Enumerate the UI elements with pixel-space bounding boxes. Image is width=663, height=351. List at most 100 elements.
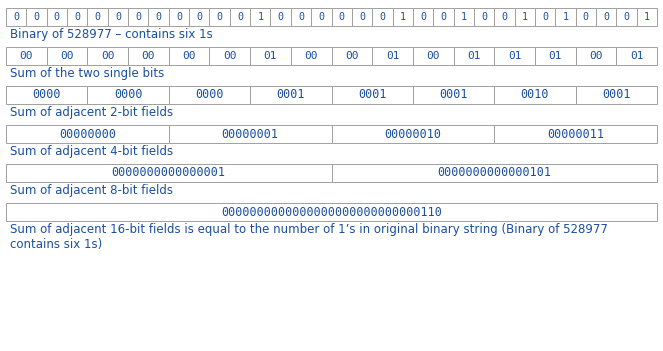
Bar <box>88 47 128 65</box>
Text: 0: 0 <box>115 12 121 22</box>
Bar <box>149 8 169 26</box>
Text: 0001: 0001 <box>602 88 631 101</box>
Bar <box>494 86 575 104</box>
Bar <box>6 164 332 182</box>
Bar <box>514 8 535 26</box>
Text: 0: 0 <box>237 12 243 22</box>
Text: 1: 1 <box>400 12 406 22</box>
Bar <box>291 47 332 65</box>
Bar <box>88 86 169 104</box>
Bar <box>210 47 250 65</box>
Bar <box>6 86 88 104</box>
Bar <box>596 8 617 26</box>
Bar <box>6 47 46 65</box>
Text: 0: 0 <box>583 12 589 22</box>
Bar <box>169 47 210 65</box>
Text: 01: 01 <box>630 51 643 61</box>
Text: Sum of adjacent 4-bit fields: Sum of adjacent 4-bit fields <box>10 145 173 158</box>
Bar <box>332 164 657 182</box>
Text: 0: 0 <box>298 12 304 22</box>
Text: 0001: 0001 <box>358 88 387 101</box>
Text: 0: 0 <box>359 12 365 22</box>
Text: 0: 0 <box>278 12 284 22</box>
Bar <box>535 47 575 65</box>
Bar <box>6 203 657 221</box>
Text: 00000011: 00000011 <box>547 127 604 140</box>
Text: 0000000000000101: 0000000000000101 <box>438 166 551 179</box>
Bar <box>291 8 311 26</box>
Text: Sum of adjacent 2-bit fields: Sum of adjacent 2-bit fields <box>10 106 173 119</box>
Bar <box>67 8 88 26</box>
Text: 01: 01 <box>386 51 399 61</box>
Bar <box>494 47 535 65</box>
Text: Sum of adjacent 16-bit fields is equal to the number of 1’s in original binary s: Sum of adjacent 16-bit fields is equal t… <box>10 223 608 251</box>
Bar <box>372 47 413 65</box>
Text: 00000010: 00000010 <box>385 127 442 140</box>
Text: 0000: 0000 <box>114 88 143 101</box>
Bar <box>107 8 128 26</box>
Bar <box>311 8 332 26</box>
Bar <box>88 8 107 26</box>
Bar <box>332 125 494 143</box>
Text: 00000000: 00000000 <box>59 127 116 140</box>
Text: 0001: 0001 <box>440 88 468 101</box>
Bar <box>433 8 453 26</box>
Text: 00: 00 <box>345 51 359 61</box>
Bar <box>575 86 657 104</box>
Bar <box>352 8 372 26</box>
Text: 0: 0 <box>318 12 324 22</box>
Bar <box>271 8 291 26</box>
Text: 0: 0 <box>481 12 487 22</box>
Text: 0: 0 <box>74 12 80 22</box>
Bar <box>250 8 271 26</box>
Text: 1: 1 <box>644 12 650 22</box>
Text: 0000: 0000 <box>195 88 223 101</box>
Text: 0: 0 <box>420 12 426 22</box>
Bar <box>494 8 514 26</box>
Text: 1: 1 <box>522 12 528 22</box>
Text: 0: 0 <box>379 12 385 22</box>
Text: 0: 0 <box>217 12 223 22</box>
Text: 0000000000000001: 0000000000000001 <box>112 166 225 179</box>
Bar <box>392 8 413 26</box>
Text: 0: 0 <box>501 12 507 22</box>
Bar <box>617 47 657 65</box>
Text: 0: 0 <box>176 12 182 22</box>
Bar <box>535 8 556 26</box>
Text: 1: 1 <box>562 12 568 22</box>
Bar <box>6 8 27 26</box>
Text: 0: 0 <box>440 12 446 22</box>
Text: 01: 01 <box>508 51 521 61</box>
Bar <box>169 8 189 26</box>
Text: 00: 00 <box>20 51 33 61</box>
Text: Binary of 528977 – contains six 1s: Binary of 528977 – contains six 1s <box>10 28 213 41</box>
Text: 0: 0 <box>339 12 345 22</box>
Text: 0: 0 <box>542 12 548 22</box>
Bar <box>575 47 617 65</box>
Text: 0001: 0001 <box>276 88 305 101</box>
Bar <box>413 86 494 104</box>
Bar <box>494 125 657 143</box>
Bar <box>230 8 250 26</box>
Bar <box>250 86 332 104</box>
Bar <box>453 47 494 65</box>
Text: 00: 00 <box>223 51 237 61</box>
Text: 0: 0 <box>95 12 101 22</box>
Bar <box>474 8 494 26</box>
Text: 1: 1 <box>461 12 467 22</box>
Text: 00: 00 <box>60 51 74 61</box>
Text: 0: 0 <box>156 12 162 22</box>
Bar <box>413 8 433 26</box>
Bar <box>128 8 149 26</box>
Text: 0: 0 <box>196 12 202 22</box>
Bar <box>372 8 392 26</box>
Text: 0: 0 <box>13 12 19 22</box>
Bar <box>413 47 453 65</box>
Text: 01: 01 <box>548 51 562 61</box>
Text: 01: 01 <box>264 51 277 61</box>
Text: 00: 00 <box>426 51 440 61</box>
Bar <box>636 8 657 26</box>
Bar <box>617 8 636 26</box>
Text: 00000001: 00000001 <box>221 127 278 140</box>
Bar <box>250 47 291 65</box>
